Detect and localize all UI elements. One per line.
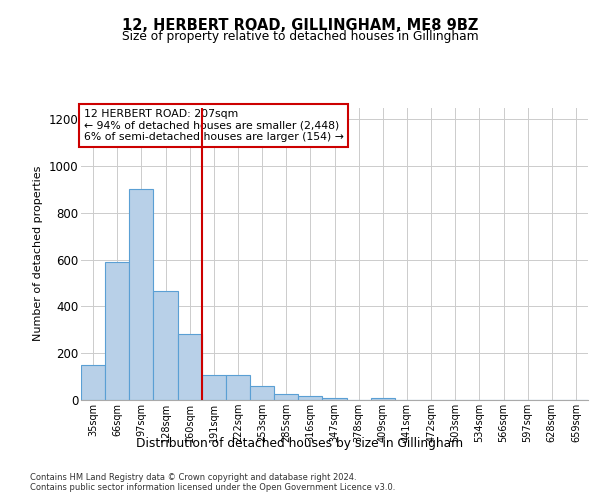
Bar [250, 386, 274, 400]
Bar [298, 396, 322, 400]
Text: 12, HERBERT ROAD, GILLINGHAM, ME8 9BZ: 12, HERBERT ROAD, GILLINGHAM, ME8 9BZ [122, 18, 478, 32]
Bar [105, 262, 129, 400]
Bar [322, 398, 347, 400]
Bar [81, 365, 105, 400]
Bar [202, 376, 226, 400]
Text: Size of property relative to detached houses in Gillingham: Size of property relative to detached ho… [122, 30, 478, 43]
Bar [226, 376, 250, 400]
Bar [154, 291, 178, 400]
Bar [129, 190, 154, 400]
Y-axis label: Number of detached properties: Number of detached properties [33, 166, 43, 342]
Bar [371, 398, 395, 400]
Text: 12 HERBERT ROAD: 207sqm
← 94% of detached houses are smaller (2,448)
6% of semi-: 12 HERBERT ROAD: 207sqm ← 94% of detache… [83, 109, 343, 142]
Text: Contains HM Land Registry data © Crown copyright and database right 2024.
Contai: Contains HM Land Registry data © Crown c… [30, 472, 395, 492]
Bar [274, 394, 298, 400]
Bar [178, 334, 202, 400]
Text: Distribution of detached houses by size in Gillingham: Distribution of detached houses by size … [136, 438, 464, 450]
